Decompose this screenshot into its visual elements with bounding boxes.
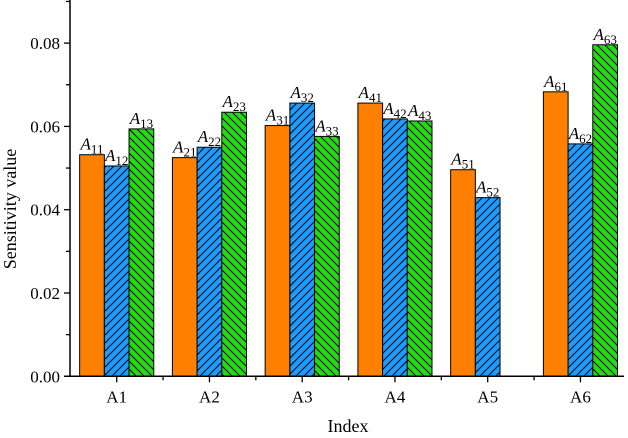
- x-tick-label: A6: [570, 387, 591, 406]
- bar-label: A22: [197, 127, 221, 149]
- bar-A3-s1: [264, 125, 291, 377]
- bar-label: A32: [290, 83, 314, 105]
- x-tick-label: A5: [477, 387, 498, 406]
- bar-label: A43: [407, 101, 431, 123]
- x-tick-label: A3: [292, 387, 313, 406]
- bar-A4-s2: [382, 118, 408, 377]
- x-tick-label: A1: [106, 387, 127, 406]
- x-tick-label: A2: [199, 387, 220, 406]
- bar-label: A42: [382, 99, 406, 121]
- bar-label: A52: [475, 178, 499, 200]
- bar-A6-s1: [542, 91, 569, 377]
- bar-A5-s1: [450, 169, 476, 377]
- bar-label: A33: [314, 116, 338, 138]
- bar-label: A12: [104, 146, 128, 168]
- bar-label: A51: [450, 150, 474, 172]
- bar-A2-s3: [221, 111, 248, 377]
- y-tick-label: 0.08: [30, 34, 60, 53]
- bar-A6-s3: [592, 44, 618, 377]
- y-tick-label: 0.00: [30, 367, 60, 386]
- bar-label: A13: [129, 109, 153, 131]
- bars-layer: [79, 44, 618, 377]
- bar-A2-s2: [196, 146, 223, 377]
- bar-A1-s3: [128, 128, 155, 377]
- bar-label: A21: [172, 138, 196, 160]
- bar-A5-s2: [474, 197, 501, 377]
- bar-A3-s3: [314, 135, 340, 377]
- bar-label: A41: [358, 83, 382, 105]
- y-tick-label: 0.06: [30, 117, 60, 136]
- y-tick-label: 0.04: [30, 201, 60, 220]
- bar-label: A62: [568, 124, 592, 146]
- x-tick-label: A4: [385, 387, 406, 406]
- y-axis-title: Sensitivity value: [0, 149, 20, 270]
- bar-A1-s2: [103, 165, 130, 377]
- bar-label: A11: [80, 135, 104, 157]
- bar-A4-s3: [406, 120, 433, 377]
- bar-A1-s1: [79, 154, 105, 377]
- bar-A6-s2: [567, 143, 594, 377]
- bar-label: A23: [221, 92, 245, 114]
- y-tick-label: 0.02: [30, 284, 60, 303]
- bar-label: A63: [592, 25, 616, 47]
- axes-layer: A1 A2 A3 A4 A5 A6 0.00 0.02 0.04 0.06 0.08: [30, 0, 624, 406]
- bar-label: A61: [543, 72, 567, 94]
- bar-A4-s1: [357, 102, 384, 377]
- x-axis-title: Index: [328, 416, 369, 436]
- bar-label: A31: [265, 106, 289, 128]
- bar-A3-s2: [289, 102, 316, 377]
- bar-A2-s1: [171, 157, 198, 377]
